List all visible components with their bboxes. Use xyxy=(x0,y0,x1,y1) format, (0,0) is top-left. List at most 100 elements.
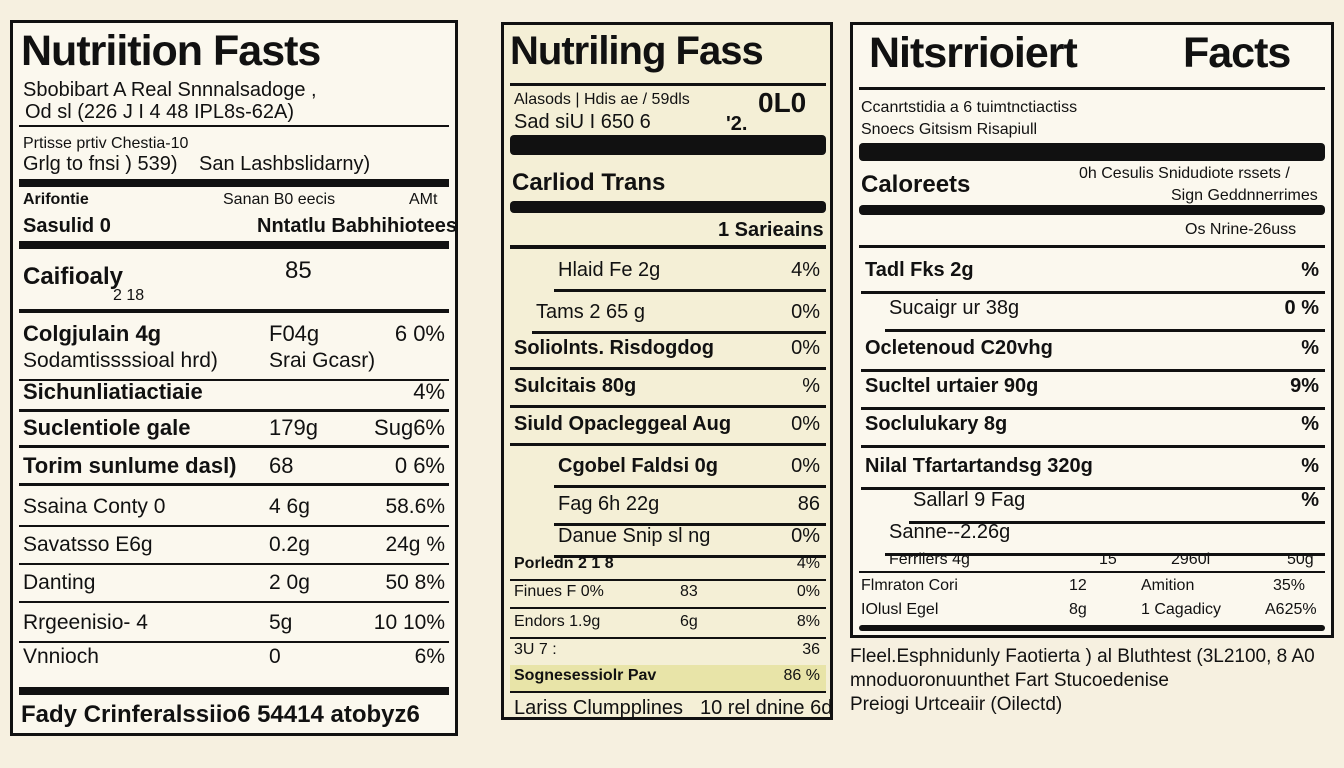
divider xyxy=(909,521,1325,524)
label-title-right: Facts xyxy=(1183,29,1291,77)
divider xyxy=(532,331,826,334)
nutrient-name: Sognesessiolr Pav xyxy=(514,667,657,684)
info-right: '2. xyxy=(726,113,748,135)
nutrient-name: Sulcitais 80g xyxy=(514,375,637,397)
label-footer: Lariss Clumpplines xyxy=(514,697,683,719)
row-highlight xyxy=(510,665,826,691)
label-title-left: Nitsrrioiert xyxy=(869,29,1078,77)
nutrient-percent: 86 % xyxy=(783,667,820,684)
divider xyxy=(19,379,449,381)
nutrient-name: Sucltel urtaier 90g xyxy=(865,375,1039,397)
thick-divider xyxy=(510,201,826,213)
divider xyxy=(510,443,826,446)
divider xyxy=(885,553,1325,556)
nutrient-name: Fag 6h 22g xyxy=(558,493,660,515)
nutrition-label-middle: Nutriling Fass Alasods | Hdis ae / 59dls… xyxy=(501,22,833,720)
nutrient-percent: 24g % xyxy=(385,533,445,556)
label-footer-right: 10 rel dnine 6d xyxy=(700,697,833,719)
nutrient-name: Ocletenoud C20vhg xyxy=(865,337,1053,359)
divider xyxy=(19,525,449,527)
thick-divider xyxy=(859,625,1325,631)
nutrient-percent: 10 10% xyxy=(373,611,445,634)
nutrient-name: 3U 7 : xyxy=(514,641,557,658)
divider xyxy=(19,125,449,127)
divider xyxy=(859,87,1325,90)
divider xyxy=(510,579,826,581)
carb-label-text: Carliod Trans xyxy=(512,169,666,196)
divider xyxy=(19,563,449,565)
nutrient-percent: 0% xyxy=(791,413,820,435)
nutrient-percent: 86 xyxy=(797,493,820,515)
nutrient-percent: % xyxy=(1301,259,1319,281)
divider xyxy=(859,571,1325,573)
nutrient-name: Sichunliatiactiaie xyxy=(23,379,203,404)
divider xyxy=(554,289,826,292)
calories-label: Caifioaly xyxy=(23,263,124,290)
nutrient-name: Endors 1.9g xyxy=(514,613,601,630)
calories-value: 85 xyxy=(285,257,312,284)
info-line: Alasods | Hdis ae / 59dls xyxy=(514,91,690,108)
nutrient-amount: 179g xyxy=(269,415,318,440)
nutrient-name: Finues F 0% xyxy=(514,583,604,600)
table-cell: 1 Cagadicy xyxy=(1141,601,1222,618)
thick-divider xyxy=(859,205,1325,215)
label-footer: Fady Crinferalssiio6 54414 atobyz6 xyxy=(21,701,420,728)
nutrient-name: Danting xyxy=(23,571,96,594)
nutrient-name: Cgobel Faldsi 0g xyxy=(558,455,719,477)
divider xyxy=(510,245,826,249)
nutrient-percent: % xyxy=(802,375,820,397)
divider xyxy=(510,83,826,86)
nutrient-name: Tams 2 65 g xyxy=(536,301,645,323)
carb-label: Carliod Trans xyxy=(512,169,665,197)
thick-divider xyxy=(859,143,1325,161)
label-title: Nutriling Fass xyxy=(510,29,764,73)
divider xyxy=(861,369,1325,372)
table-cell: IOlusl Egel xyxy=(861,601,939,618)
info-line: Sad siU I 650 6 xyxy=(514,111,651,133)
nutrient-percent: 58.6% xyxy=(385,495,445,518)
nutrient-name: Soclulukary 8g xyxy=(865,413,1008,435)
nutrient-percent: 6 0% xyxy=(394,321,445,346)
divider xyxy=(885,329,1325,332)
nutrient-percent: 50 8% xyxy=(385,571,445,594)
nutrient-percent: 36 xyxy=(802,641,820,658)
info-line: Snoecs Gitsism Risapiull xyxy=(861,121,1038,138)
nutrient-percent: 0% xyxy=(796,583,820,600)
footnote: Preiogi Urtceaiir (Oilectd) xyxy=(850,694,1063,715)
nutrient-name: Sanne--2.26g xyxy=(889,521,1011,543)
nutrient-amount: 2 0g xyxy=(269,571,310,594)
table-cell: 35% xyxy=(1273,577,1306,594)
divider xyxy=(861,291,1325,294)
divider xyxy=(861,487,1325,490)
table-cell: 12 xyxy=(1069,577,1087,594)
nutrient-amount: 83 xyxy=(680,583,698,600)
divider xyxy=(861,445,1325,448)
header-right: AMt xyxy=(409,191,438,208)
nutrient-amount: 4 6g xyxy=(269,495,310,518)
nutrient-name: Porledn 2 1 8 xyxy=(514,555,614,572)
nutrient-name: Soliolnts. Risdogdog xyxy=(514,337,714,359)
nutrient-percent: 6% xyxy=(414,645,445,668)
calories-note: Sign Geddnnerrimes xyxy=(1171,187,1318,204)
nutrient-amount: 68 xyxy=(269,453,294,478)
footnote: Fleel.Esphnidunly Faotierta ) al Bluthte… xyxy=(850,646,1315,667)
divider xyxy=(859,245,1325,248)
nutrient-name: Vnnioch xyxy=(23,645,99,668)
nutrient-name: Ssaina Conty 0 xyxy=(23,495,166,518)
nutrient-name: Sallarl 9 Fag xyxy=(913,489,1026,511)
header-right: Nntatlu Babhihiotees xyxy=(257,215,458,237)
dv-header: Os Nrine-26uss xyxy=(1185,221,1297,238)
divider xyxy=(19,601,449,603)
calories-note: 0h Cesulis Snidudiote rssets / xyxy=(1079,165,1290,182)
nutrient-percent: % xyxy=(1301,337,1319,359)
divider xyxy=(19,445,449,448)
nutrient-amount: 5g xyxy=(269,611,293,634)
nutrient-percent: % xyxy=(1301,413,1319,435)
nutrient-name: Tadl Fks 2g xyxy=(865,259,974,281)
nutrient-percent: 8% xyxy=(796,613,820,630)
nutrient-percent: % xyxy=(1301,455,1319,477)
label-subtitle-line: Od sl (226 J I 4 48 IPL8s-62A) xyxy=(25,101,295,123)
serving-line: Prtisse prtiv Chestia-10 xyxy=(23,135,189,152)
nutrient-percent: 0% xyxy=(791,301,820,323)
header-left: Arifontie xyxy=(23,191,89,208)
